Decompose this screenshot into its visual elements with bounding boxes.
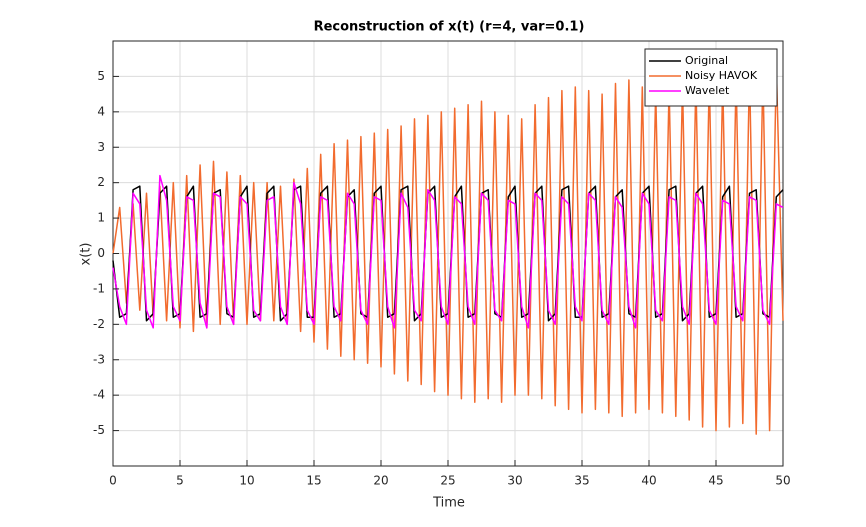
legend-label: Noisy HAVOK xyxy=(685,69,758,82)
y-tick-label: -1 xyxy=(93,281,105,295)
x-tick-label: 50 xyxy=(775,474,790,488)
y-tick-label: -3 xyxy=(93,352,105,366)
chart-title: Reconstruction of x(t) (r=4, var=0.1) xyxy=(314,20,585,35)
y-tick-label: 0 xyxy=(97,246,105,260)
data-line xyxy=(112,65,784,435)
legend-label: Original xyxy=(685,54,728,67)
y-tick-label: 5 xyxy=(97,69,105,83)
y-axis-label: x(t) xyxy=(79,243,94,266)
y-tick-label: 1 xyxy=(97,211,105,225)
y-tick-label: 4 xyxy=(97,104,105,118)
legend-box xyxy=(644,48,778,107)
x-tick-label: 0 xyxy=(109,474,117,488)
x-tick-label: 45 xyxy=(708,474,723,488)
y-tick-label: -4 xyxy=(93,388,105,402)
x-tick-label: 25 xyxy=(440,474,455,488)
data-line xyxy=(112,174,784,329)
x-tick-label: 35 xyxy=(574,474,589,488)
lines-layer xyxy=(112,65,784,435)
x-tick-label: 10 xyxy=(239,474,254,488)
y-tick-label: 2 xyxy=(97,175,105,189)
legend-label: Wavelet xyxy=(685,84,730,97)
y-tick-label: -5 xyxy=(93,423,105,437)
x-axis-label: Time xyxy=(432,496,465,511)
y-tick-label: -2 xyxy=(93,317,105,331)
x-tick-label: 40 xyxy=(641,474,656,488)
x-tick-label: 30 xyxy=(507,474,522,488)
x-tick-label: 15 xyxy=(306,474,321,488)
x-tick-label: 20 xyxy=(373,474,388,488)
legend: Original Noisy HAVOK Wavelet xyxy=(644,48,778,107)
y-tick-label: 3 xyxy=(97,140,105,154)
x-tick-label: 5 xyxy=(176,474,184,488)
